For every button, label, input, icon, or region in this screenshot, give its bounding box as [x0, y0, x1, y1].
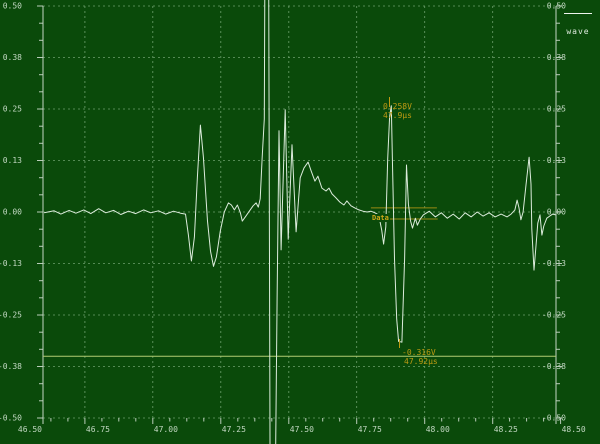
y-tick-label-left: -0.25: [0, 311, 22, 320]
trough-marker-icon: [399, 339, 400, 348]
waveform-trace: [44, 0, 556, 444]
peak-marker-icon: [389, 97, 390, 107]
peak-measurement-value: 0.258V: [383, 102, 412, 111]
trough-measurement-value: -0.316V: [402, 348, 436, 357]
x-tick-label: 48.50: [562, 425, 586, 434]
y-tick-label-left: 0.50: [3, 2, 22, 11]
y-tick-label-right: -0.38: [542, 362, 566, 371]
x-tick-label: 48.00: [426, 425, 450, 434]
y-tick-label-left: 0.13: [3, 156, 22, 165]
y-tick-label-right: -0.50: [542, 414, 566, 423]
y-tick-label-left: 0.38: [3, 53, 22, 62]
x-tick-label: 47.75: [358, 425, 382, 434]
x-tick-label: 47.00: [154, 425, 178, 434]
x-tick-label: 47.50: [290, 425, 314, 434]
legend-label: wave: [566, 27, 590, 36]
data-cursor-label[interactable]: Data: [371, 214, 390, 222]
y-tick-label-left: -0.13: [0, 259, 22, 268]
x-tick-label: 46.50: [18, 425, 42, 434]
y-tick-label-right: -0.25: [542, 311, 566, 320]
x-tick-label: 47.25: [222, 425, 246, 434]
legend-line-icon: [564, 13, 592, 14]
peak-measurement: 0.258V 47.9μs: [383, 102, 412, 120]
x-tick-label: 46.75: [86, 425, 110, 434]
x-tick-label: 48.25: [494, 425, 518, 434]
y-tick-label-left: 0.00: [3, 208, 22, 217]
peak-measurement-time: 47.9μs: [383, 111, 412, 120]
trough-measurement: -0.316V 47.92μs: [402, 348, 438, 366]
y-tick-label-left: -0.50: [0, 414, 22, 423]
y-tick-label-left: 0.25: [3, 105, 22, 114]
y-tick-label-right: -0.13: [542, 259, 566, 268]
trough-measurement-time: 47.92μs: [404, 357, 438, 366]
y-tick-label-left: -0.38: [0, 362, 22, 371]
legend: wave: [559, 9, 597, 38]
